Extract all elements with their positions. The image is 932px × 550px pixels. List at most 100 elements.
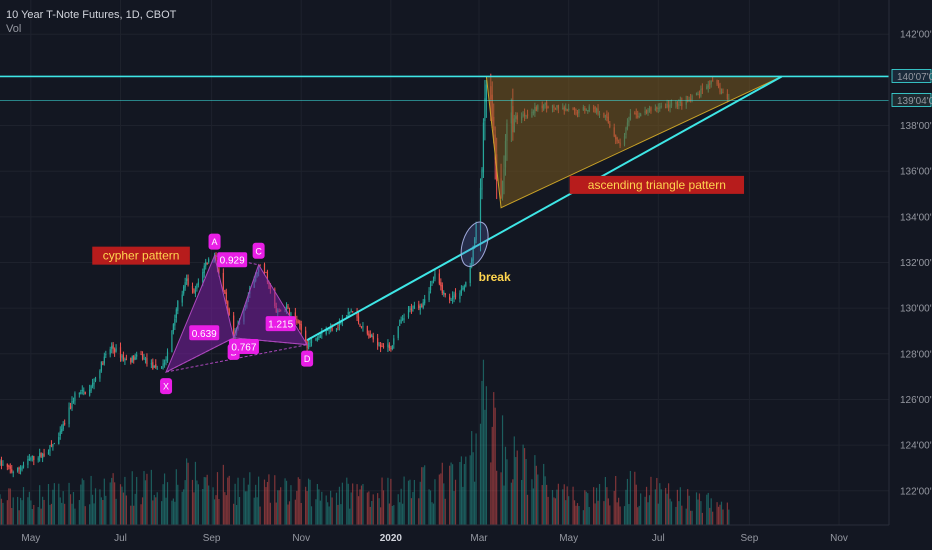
candle-body: [309, 341, 311, 343]
volume-bar: [547, 496, 549, 525]
volume-bar: [212, 487, 214, 525]
volume-bar: [465, 456, 467, 525]
volume-bar: [287, 504, 289, 525]
volume-bar: [202, 488, 204, 525]
volume-bar: [648, 495, 651, 525]
volume-bar: [537, 474, 539, 525]
volume-bar: [557, 483, 559, 525]
candle-body: [346, 314, 348, 318]
candle-body: [144, 358, 147, 360]
volume-bar: [485, 386, 487, 525]
candle-body: [315, 339, 317, 341]
volume-bar: [53, 483, 55, 525]
cypher-ratio-badge: [228, 338, 259, 354]
candle-body: [62, 423, 64, 430]
volume-bar: [78, 499, 80, 525]
candle-body: [112, 344, 114, 349]
candle-body: [379, 344, 382, 348]
candle-body: [485, 84, 487, 102]
volume-bar: [327, 502, 329, 525]
candle-body: [99, 370, 101, 379]
candle-body: [305, 330, 307, 342]
volume-bar: [553, 497, 555, 525]
volume-bar: [215, 495, 217, 525]
candle-body: [156, 368, 158, 370]
volume-bar: [27, 497, 29, 525]
volume-bar: [432, 503, 435, 525]
volume-bar: [421, 467, 423, 525]
volume-bar: [47, 483, 50, 525]
volume-bar: [719, 504, 721, 525]
volume-bar: [213, 499, 216, 525]
volume-bar: [91, 494, 94, 525]
volume-bar: [165, 497, 167, 525]
candle-body: [469, 265, 471, 283]
candle-body: [454, 293, 457, 298]
volume-bar: [103, 478, 105, 525]
candle-body: [224, 290, 226, 294]
break-label: break: [479, 270, 511, 284]
candle-body: [294, 312, 296, 319]
volume-bar: [698, 493, 701, 525]
volume-bar: [422, 467, 424, 525]
candle-body: [11, 469, 13, 472]
volume-bar: [174, 501, 176, 525]
volume-bar: [163, 473, 166, 525]
volume-bar: [246, 491, 248, 525]
volume-bar: [619, 506, 621, 525]
volume-bar: [130, 505, 132, 525]
volume-bar: [424, 465, 426, 525]
volume-bar: [156, 492, 158, 525]
volume-bar: [90, 475, 92, 525]
level-price-badge: [891, 69, 932, 83]
volume-bar: [83, 480, 85, 525]
volume-bar: [459, 461, 461, 525]
volume-bar: [274, 475, 276, 525]
volume-bar: [576, 503, 579, 525]
volume-bar: [307, 478, 310, 525]
volume-bar: [244, 491, 246, 525]
volume-bar: [228, 475, 230, 525]
candle-body: [150, 363, 152, 365]
volume-bar: [318, 489, 320, 525]
volume-bar: [316, 483, 318, 525]
volume-bar: [494, 407, 496, 525]
volume-bar: [650, 476, 652, 525]
volume-bar: [280, 487, 282, 525]
candle-body: [125, 359, 127, 361]
volume-bar: [606, 487, 608, 525]
candle-body: [377, 338, 379, 346]
volume-bar: [587, 493, 589, 525]
candle-body: [12, 472, 14, 474]
cypher-point-label: A: [212, 237, 218, 247]
break-circle: [460, 221, 489, 267]
cypher-point-badge: [208, 233, 221, 250]
candle-body: [459, 292, 461, 299]
volume-bar: [359, 489, 361, 525]
volume-bar: [393, 505, 395, 525]
volume-bar: [523, 448, 526, 525]
volume-bar: [33, 504, 35, 525]
volume-bar: [690, 510, 692, 525]
volume-bar: [62, 491, 64, 525]
price-tick-label: 138'00'0: [900, 121, 932, 132]
volume-bar: [378, 498, 380, 525]
volume-bar: [450, 462, 452, 525]
symbol-title[interactable]: 10 Year T-Note Futures, 1D, CBOT: [6, 9, 177, 21]
candle-body: [119, 347, 122, 358]
volume-bar: [297, 477, 299, 525]
candle-body: [9, 466, 11, 469]
volume-bar: [112, 473, 114, 525]
candle-body: [463, 286, 465, 290]
volume-bar: [700, 501, 702, 525]
volume-bars: [0, 359, 730, 525]
volume-bar: [150, 469, 152, 525]
volume-bar: [366, 492, 368, 525]
volume-bar: [225, 495, 227, 525]
volume-bar: [144, 480, 147, 525]
volume-bar: [227, 477, 229, 525]
volume-bar: [479, 423, 482, 525]
volume-bar: [626, 478, 629, 525]
candle-body: [388, 344, 390, 349]
